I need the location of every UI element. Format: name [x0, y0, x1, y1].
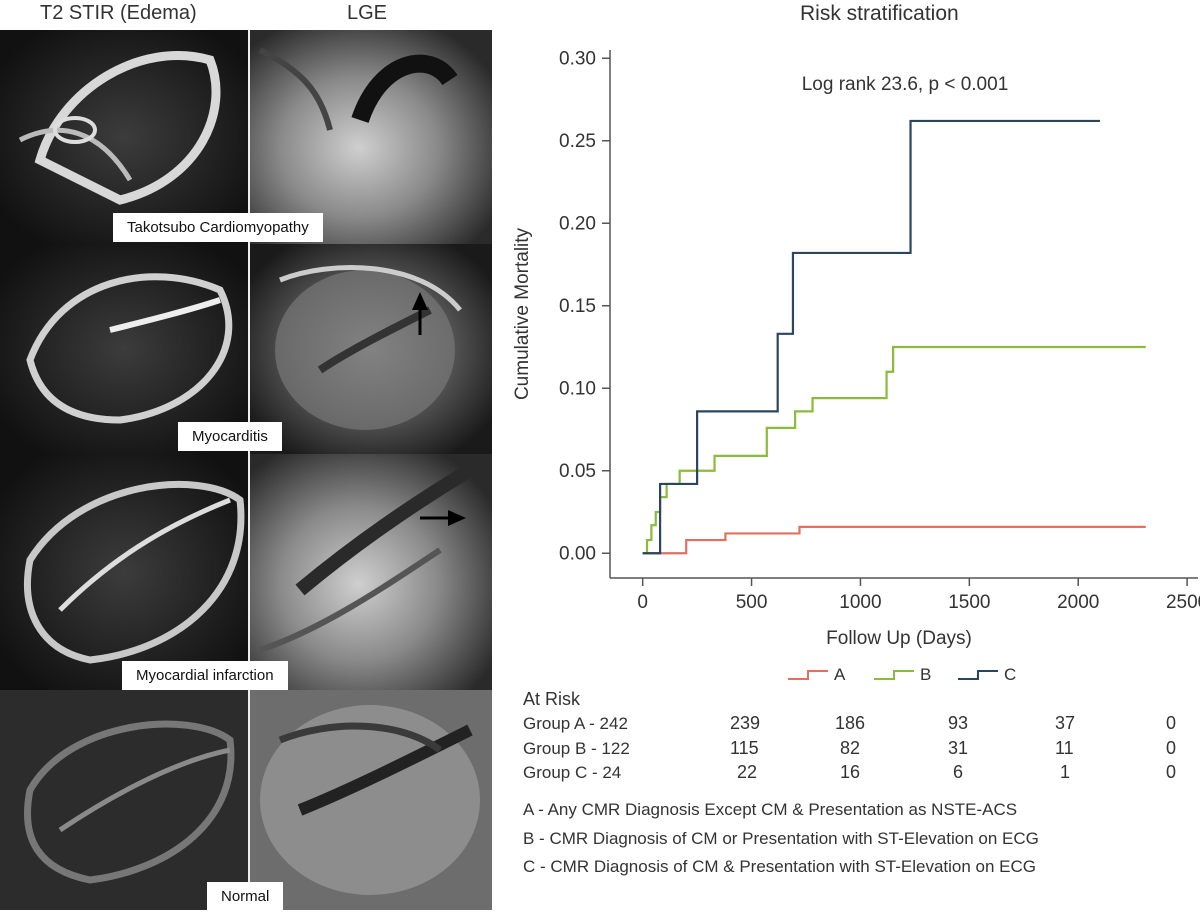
legend-a-label: A — [834, 665, 846, 684]
arrow-right-icon — [420, 510, 466, 526]
at-risk-value: 186 — [835, 713, 866, 733]
myocarditis-label: Myocarditis — [178, 422, 282, 451]
legend-a-symbol — [788, 670, 828, 680]
edema-column-title: T2 STIR (Edema) — [40, 2, 197, 24]
note-group-b: B - CMR Diagnosis of CM or Presentation … — [523, 829, 1039, 848]
x-tick-label: 0 — [637, 592, 648, 613]
group-a-label: Group A - 242 — [523, 714, 628, 733]
lge-infarction-image — [250, 454, 492, 690]
at-risk-value: 115 — [730, 738, 759, 758]
at-risk-value: 22 — [737, 762, 758, 782]
infarction-label: Myocardial infarction — [122, 661, 288, 690]
at-risk-value: 0 — [1166, 738, 1177, 758]
x-tick-label: 1000 — [839, 592, 881, 613]
legend-b-label: B — [920, 665, 932, 684]
y-tick-label: 0.30 — [559, 48, 596, 69]
y-tick-label: 0.00 — [559, 543, 596, 564]
note-group-a: A - Any CMR Diagnosis Except CM & Presen… — [523, 800, 1018, 819]
takotsubo-label: Takotsubo Cardiomyopathy — [113, 213, 323, 242]
at-risk-value: 16 — [840, 762, 861, 782]
at-risk-value: 93 — [948, 713, 969, 733]
group-b-label: Group B - 122 — [523, 739, 630, 758]
at-risk-value: 37 — [1055, 713, 1076, 733]
group-c-label: Group C - 24 — [523, 763, 622, 782]
at-risk-value: 31 — [948, 738, 969, 758]
series-b-line — [642, 345, 1146, 555]
at-risk-value: 0 — [1166, 713, 1177, 733]
at-risk-value: 6 — [953, 762, 964, 782]
t2-normal-image — [0, 690, 248, 910]
y-tick-label: 0.20 — [559, 213, 596, 234]
y-tick-label: 0.25 — [559, 131, 596, 152]
x-tick-label: 2500 — [1166, 592, 1200, 613]
at-risk-value: 1 — [1060, 762, 1071, 782]
y-axis-label: Cumulative Mortality — [512, 227, 533, 400]
x-axis-label: Follow Up (Days) — [826, 628, 972, 649]
chart-title: Risk stratification — [800, 2, 959, 25]
legend-b-symbol — [874, 670, 914, 680]
lge-column-title: LGE — [347, 2, 388, 24]
y-tick-label: 0.10 — [559, 378, 596, 399]
at-risk-value: 11 — [1055, 738, 1074, 758]
series-c-line — [642, 119, 1100, 555]
at-risk-value: 239 — [730, 713, 761, 733]
x-tick-label: 2000 — [1057, 592, 1099, 613]
at-risk-value: 82 — [840, 738, 861, 758]
legend-c-symbol — [958, 670, 998, 680]
mri-images — [0, 30, 492, 910]
log-rank-annotation: Log rank 23.6, p < 0.001 — [802, 74, 1009, 95]
note-group-c: C - CMR Diagnosis of CM & Presentation w… — [523, 857, 1037, 876]
at-risk-title: At Risk — [523, 689, 581, 709]
x-tick-label: 500 — [736, 592, 768, 613]
normal-label: Normal — [207, 882, 284, 911]
arrow-up-icon — [412, 292, 428, 335]
y-tick-label: 0.05 — [559, 461, 596, 482]
y-tick-label: 0.15 — [559, 296, 596, 317]
at-risk-value: 0 — [1166, 762, 1177, 782]
series-a-line — [642, 525, 1146, 555]
km-chart: 0.00 0.05 0.10 0.15 0.20 0.25 0.30 0 500 1000 1500… — [512, 48, 1200, 649]
mri-image-grid — [0, 30, 492, 910]
x-tick-label: 1500 — [948, 592, 990, 613]
legend-c-label: C — [1004, 665, 1017, 684]
